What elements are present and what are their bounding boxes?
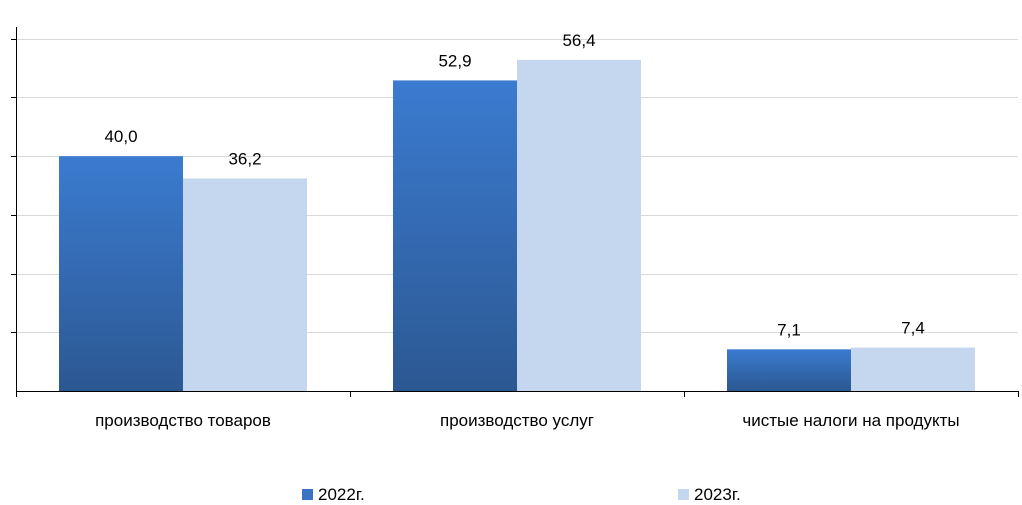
data-labels: 40,0 36,2 52,9 56,4 7,1 7,4 [104, 31, 924, 339]
bar-2022г. [727, 349, 851, 391]
bar-2023г. [517, 59, 641, 392]
data-label: 7,4 [901, 319, 925, 338]
category-label: производство услуг [440, 411, 594, 430]
bar-2023г. [851, 347, 975, 391]
legend-swatch [678, 489, 689, 500]
legend-label: 2022г. [318, 485, 365, 504]
legend: 2022г. 2023г. [302, 485, 741, 504]
legend-swatch [302, 489, 313, 500]
data-label: 40,0 [104, 127, 137, 146]
category-label: чистые налоги на продукты [742, 411, 959, 430]
legend-label: 2023г. [694, 485, 741, 504]
bars [59, 59, 975, 392]
bar-2023г. [183, 178, 307, 391]
category-labels: производство товаров производство услуг чи… [95, 411, 960, 430]
bar-2022г. [59, 156, 183, 391]
data-label: 56,4 [562, 31, 595, 50]
bar-2022г. [393, 80, 517, 391]
category-label: производство товаров [95, 411, 271, 430]
data-label: 52,9 [438, 51, 471, 70]
data-label: 36,2 [228, 149, 261, 168]
data-label: 7,1 [777, 320, 801, 339]
axes [11, 27, 1019, 397]
